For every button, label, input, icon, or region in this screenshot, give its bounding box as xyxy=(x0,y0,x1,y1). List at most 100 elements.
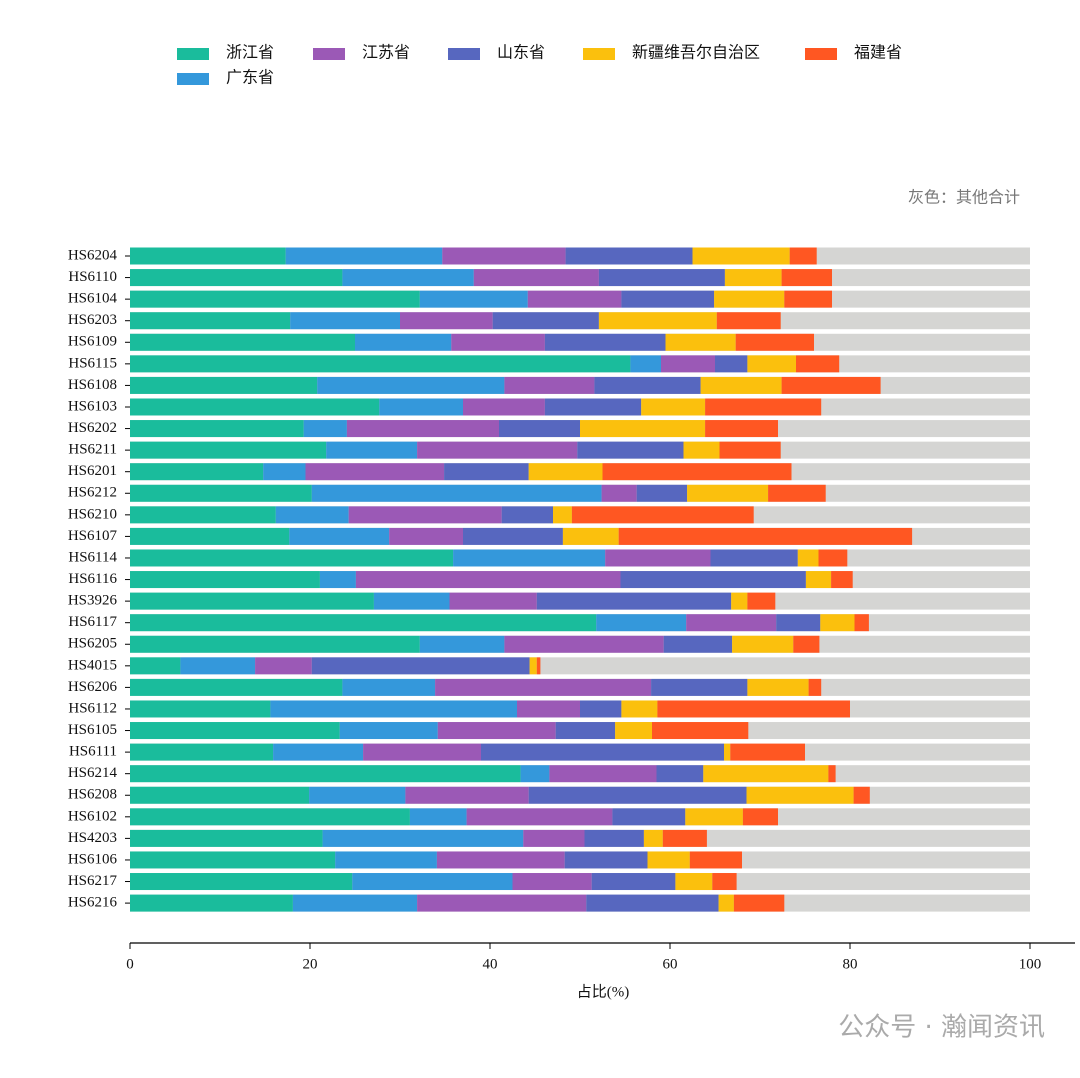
bar-segment xyxy=(715,355,748,373)
bar-segment xyxy=(528,463,603,481)
y-tick-label: HS6202 xyxy=(68,420,117,436)
bar-segment xyxy=(512,873,592,891)
bar-segment xyxy=(130,592,374,610)
bar-segment xyxy=(130,269,343,287)
bar-segment xyxy=(571,506,754,524)
bar-segment xyxy=(818,549,848,567)
bar-segment xyxy=(499,420,580,438)
bar-segment xyxy=(586,894,719,912)
bar-segment xyxy=(130,527,290,545)
y-tick-label: HS6203 xyxy=(68,312,117,328)
bar-segment xyxy=(400,312,493,330)
bar-segment xyxy=(130,398,380,416)
bar-segment xyxy=(130,376,318,394)
x-tick-label: 80 xyxy=(843,956,858,972)
bar-segment xyxy=(663,635,733,653)
y-tick-label: HS6109 xyxy=(68,334,117,350)
bar-segment xyxy=(501,506,553,524)
bar-segment xyxy=(710,549,798,567)
bar-segment xyxy=(580,420,706,438)
legend-swatch xyxy=(313,48,345,60)
bar-segment xyxy=(290,312,400,330)
legend-label: 福建省 xyxy=(854,44,902,62)
bar-segment xyxy=(731,592,748,610)
bar-segment xyxy=(716,312,781,330)
bar-segment xyxy=(130,571,320,589)
bar-segment xyxy=(463,527,563,545)
bar-segment xyxy=(466,808,613,826)
bar-segment xyxy=(130,506,276,524)
bar-segment xyxy=(615,722,652,740)
bar-segment xyxy=(719,441,781,459)
bar-segment xyxy=(373,592,450,610)
bar-segment xyxy=(130,829,323,847)
bar-segment xyxy=(854,614,869,632)
bar-segment xyxy=(529,657,537,675)
bar-segment xyxy=(322,829,524,847)
bar-segment xyxy=(781,376,881,394)
bar-segment xyxy=(820,614,855,632)
bar-segment xyxy=(130,743,274,761)
bar-segment xyxy=(355,571,621,589)
bar-segment xyxy=(130,635,420,653)
y-tick-label: HS6108 xyxy=(68,377,117,393)
bar-segment xyxy=(417,441,578,459)
legend-label: 山东省 xyxy=(497,44,545,62)
bar-segment xyxy=(564,851,648,869)
bar-segment xyxy=(492,312,599,330)
y-tick-label: HS6116 xyxy=(68,571,117,587)
bar-segment xyxy=(130,333,355,351)
bar-segment xyxy=(733,894,785,912)
y-tick-label: HS4015 xyxy=(68,657,117,673)
bar-segment xyxy=(504,376,595,394)
bar-segment xyxy=(326,441,418,459)
bar-segment xyxy=(714,290,785,308)
y-tick-label: HS6105 xyxy=(68,722,117,738)
bar-segment xyxy=(686,614,777,632)
bar-segment xyxy=(805,571,832,589)
bar-segment xyxy=(130,722,340,740)
y-tick-label: HS6102 xyxy=(68,808,117,824)
bar-segment xyxy=(808,678,822,696)
bar-segment xyxy=(130,786,310,804)
bar-segment xyxy=(335,851,437,869)
bar-segment xyxy=(130,614,597,632)
bar-segment xyxy=(657,700,850,718)
bar-segment xyxy=(449,592,537,610)
y-tick-label: HS6112 xyxy=(68,700,117,716)
bar-segment xyxy=(180,657,256,675)
bar-segment xyxy=(437,722,556,740)
y-tick-label: HS6201 xyxy=(68,463,117,479)
x-axis-label: 占比(%) xyxy=(577,983,630,1000)
bar-segment xyxy=(275,506,349,524)
bar-segment xyxy=(685,808,743,826)
bar-segment xyxy=(705,398,822,416)
bar-segment xyxy=(130,247,286,265)
y-tick-label: HS6214 xyxy=(68,765,118,781)
legend-label: 新疆维吾尔自治区 xyxy=(632,44,760,62)
bar-segment xyxy=(130,873,353,891)
bar-segment xyxy=(317,376,505,394)
bar-segment xyxy=(285,247,443,265)
bar-segment xyxy=(662,829,707,847)
bar-segment xyxy=(661,355,715,373)
bar-segment xyxy=(453,549,606,567)
bar-segment xyxy=(289,527,390,545)
bar-segment xyxy=(130,290,420,308)
bar-segment xyxy=(463,398,545,416)
bar-segment xyxy=(544,333,666,351)
bar-segment xyxy=(732,635,794,653)
y-tick-label: HS6117 xyxy=(68,614,117,630)
x-tick-label: 0 xyxy=(126,956,134,972)
y-tick-label: HS6216 xyxy=(68,895,118,911)
x-tick-label: 60 xyxy=(663,956,678,972)
bar-segment xyxy=(747,592,776,610)
bar-segment xyxy=(636,484,688,502)
bar-segment xyxy=(549,765,657,783)
bar-segment xyxy=(436,851,565,869)
bar-segment xyxy=(605,549,711,567)
bar-segment xyxy=(130,355,631,373)
x-tick-label: 20 xyxy=(303,956,318,972)
bar-segment xyxy=(591,873,676,891)
